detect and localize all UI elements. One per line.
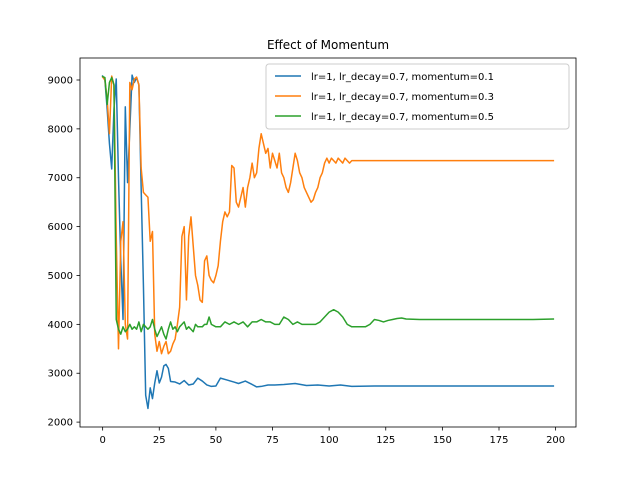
x-tick-label: 75	[266, 435, 279, 446]
y-tick-label: 6000	[48, 222, 73, 233]
series-layer	[101, 74, 555, 410]
axes-layer: 0 25 50 75 100 125 150 175 200 2000 3000 4000 5000 60…	[48, 57, 577, 446]
legend-label-3: lr=1, lr_decay=0.7, momentum=0.5	[311, 112, 494, 123]
legend-label-1: lr=1, lr_decay=0.7, momentum=0.1	[311, 72, 494, 83]
x-tick-label: 25	[153, 435, 166, 446]
y-tick-label: 8000	[48, 124, 73, 135]
x-tick-label: 100	[320, 435, 339, 446]
y-tick-label: 5000	[48, 271, 73, 282]
y-tick-label: 3000	[48, 369, 73, 380]
legend-box	[265, 63, 570, 130]
x-tick-label: 175	[489, 435, 508, 446]
plot-frame	[79, 57, 577, 428]
x-tick-label: 50	[210, 435, 223, 446]
x-tick-label: 150	[433, 435, 452, 446]
series-line-1	[101, 74, 555, 410]
legend: lr=1, lr_decay=0.7, momentum=0.1 lr=1, lr…	[265, 63, 570, 130]
legend-label-2: lr=1, lr_decay=0.7, momentum=0.3	[311, 92, 494, 103]
x-tick-label: 125	[376, 435, 395, 446]
y-tick-label: 4000	[48, 320, 73, 331]
y-tick-label: 2000	[48, 418, 73, 429]
chart-title: Effect of Momentum	[267, 38, 389, 52]
series-line-3	[101, 75, 555, 340]
series-line-2	[101, 75, 555, 355]
x-tick-label: 200	[546, 435, 565, 446]
y-tick-label: 7000	[48, 173, 73, 184]
y-tick-label: 9000	[48, 75, 73, 86]
x-tick-label: 0	[99, 435, 105, 446]
